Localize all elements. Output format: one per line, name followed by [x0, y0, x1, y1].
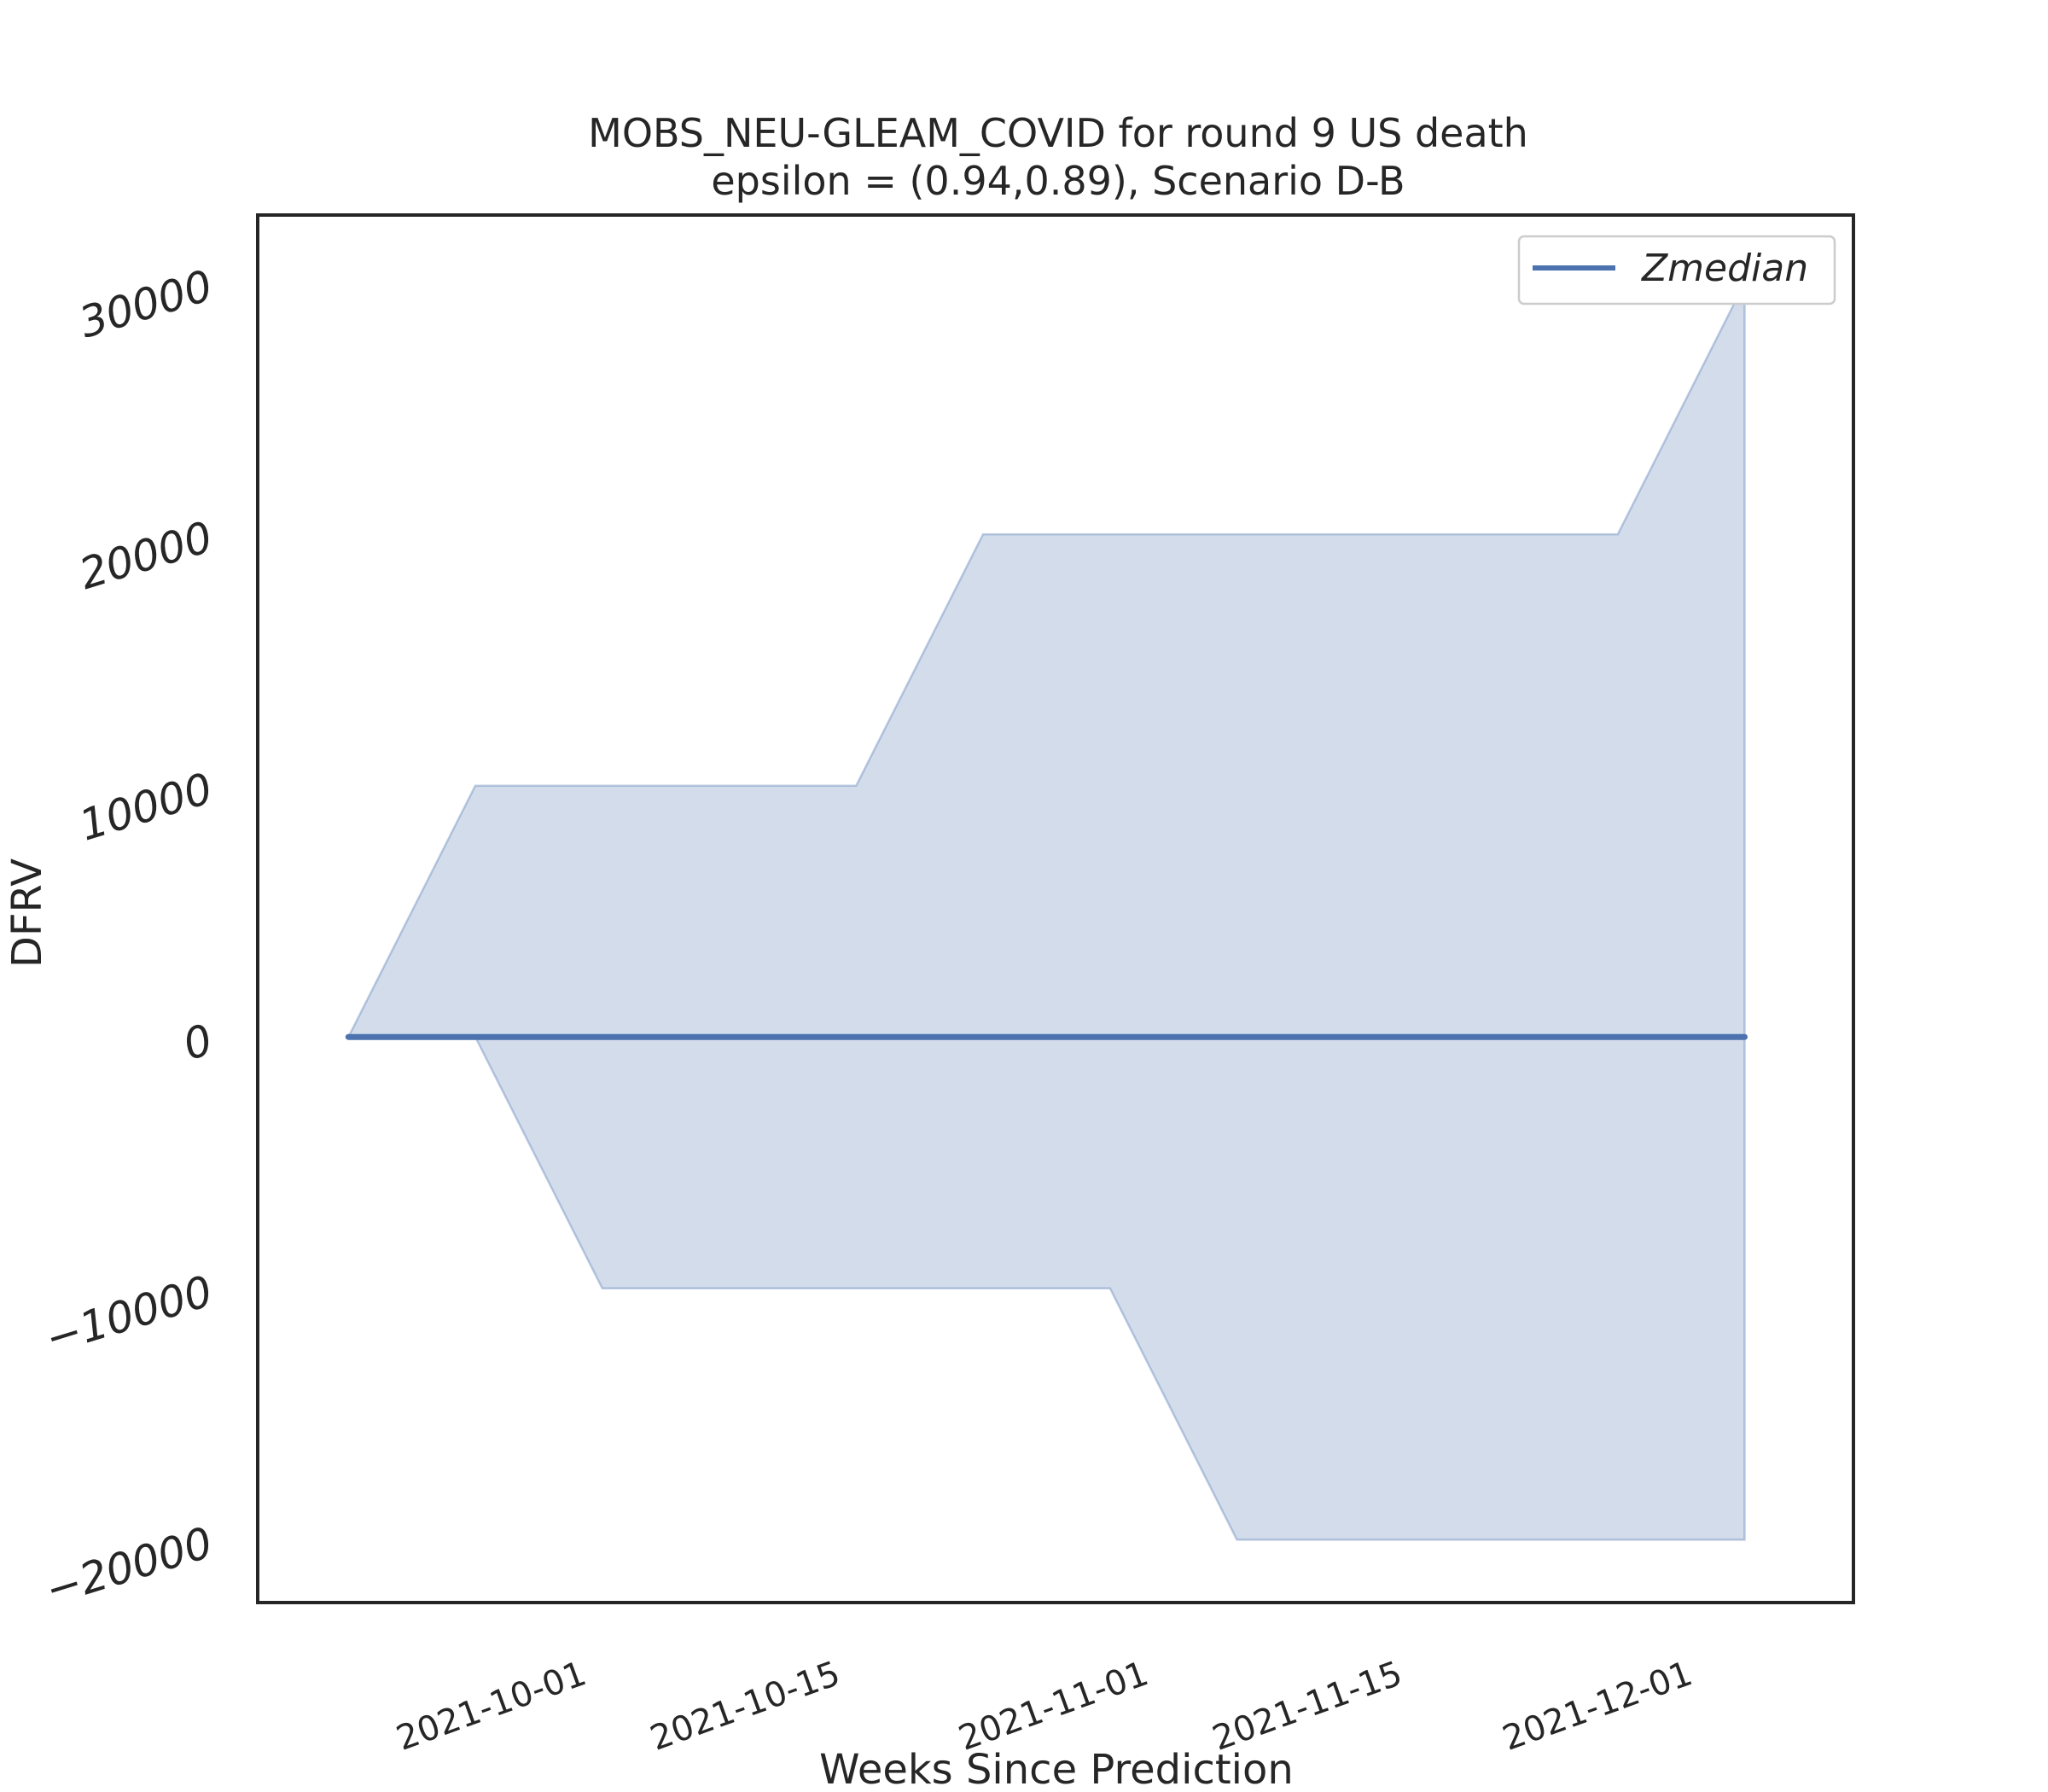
chart-subtitle: epsilon = (0.94,0.89), Scenario D-B — [711, 158, 1405, 204]
x-tick-label: 2021-12-01 — [1498, 1654, 1697, 1759]
y-axis-label: DFRV — [3, 858, 51, 968]
y-tick-label: 0 — [177, 1015, 218, 1070]
y-tick-label: 10000 — [73, 764, 218, 851]
x-tick-label: 2021-10-01 — [392, 1654, 591, 1759]
x-tick-label: 2021-10-15 — [645, 1654, 845, 1759]
x-axis-label: Weeks Since Prediction — [819, 1746, 1294, 1792]
x-tick-label: 2021-11-01 — [954, 1654, 1154, 1759]
y-tick-label: 20000 — [73, 512, 218, 599]
y-tick-label: −10000 — [39, 1266, 218, 1364]
legend-label-zmedian: Zmedian — [1641, 247, 1808, 290]
legend: Zmedian — [1517, 235, 1836, 305]
plot-area: −20000 −10000 0 10000 20000 30000 2021-10-01 20… — [39, 213, 1855, 1759]
y-tick-label: −20000 — [39, 1517, 218, 1615]
chart-title: MOBS_NEU-GLEAM_COVID for round 9 US deat… — [588, 110, 1528, 156]
legend-box — [1517, 235, 1836, 305]
x-tick-label: 2021-11-15 — [1207, 1654, 1407, 1759]
plot-frame — [256, 213, 1855, 1604]
confidence-band — [346, 282, 1746, 1541]
y-tick-label: 30000 — [73, 261, 218, 348]
